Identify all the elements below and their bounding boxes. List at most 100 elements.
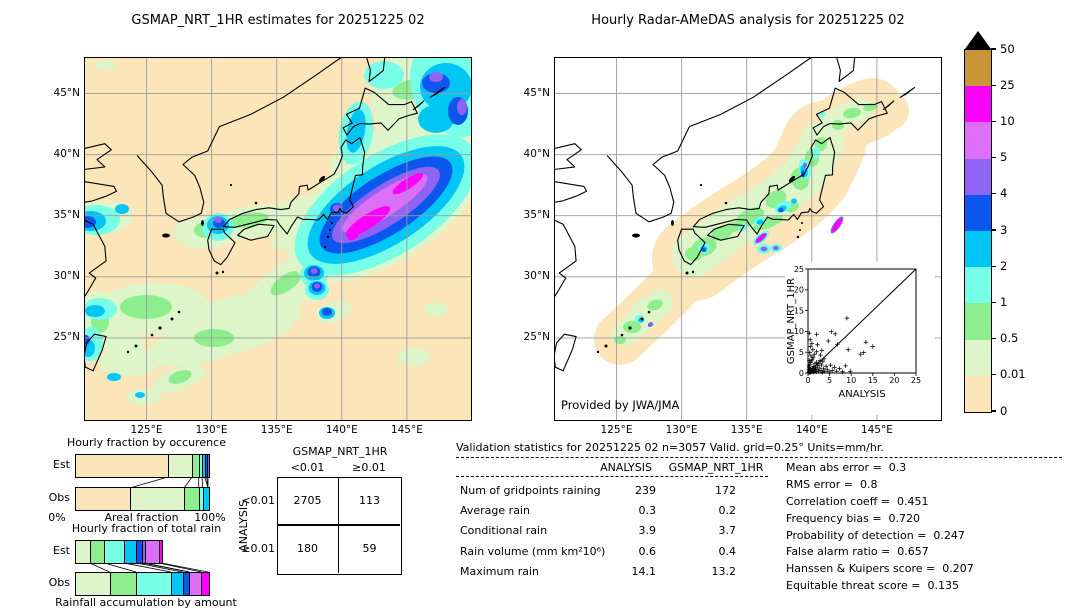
- colorbar-bands: [964, 49, 992, 413]
- cell-hits: 59: [362, 542, 377, 555]
- score-line: False alarm ratio = 0.657: [786, 545, 929, 559]
- lat-tick-label: 40°N: [523, 147, 550, 160]
- bar-segment-bin-5: [190, 573, 203, 595]
- lon-tick-label: 135°E: [260, 424, 293, 436]
- scatter-point: [817, 365, 822, 371]
- right-map-title: Hourly Radar-AMeDAS analysis for 2025122…: [591, 13, 905, 28]
- bar-segment-bin-10: [202, 573, 209, 595]
- stat-label: Num of gridpoints raining: [460, 483, 601, 497]
- bar-segment-bin-0.5: [110, 573, 138, 595]
- lat-tick-label: 35°N: [53, 208, 80, 221]
- stat-row: Rain volume (mm km²10⁶) 0.6 0.4: [460, 541, 760, 561]
- coastlines: [554, 57, 916, 372]
- lon-tick-label: 130°E: [665, 424, 698, 436]
- colorbar-tick-label: 25: [1000, 77, 1015, 92]
- inset-ytick-label: 20: [794, 286, 804, 295]
- score-line: RMS error = 0.8: [786, 477, 878, 491]
- scatter-point: [822, 369, 827, 374]
- stat-label: Conditional rain: [460, 524, 548, 538]
- stat-value-analysis: 3.9: [638, 524, 657, 538]
- bar-segment-bin-0.01: [76, 541, 91, 563]
- inset-scatter-plot: 00 5 5 10 10 15 15 20 20 25 25 ANALYSIS GSMAP_NRT_…: [785, 262, 935, 415]
- colorbar-band: [965, 230, 991, 268]
- scatter-point: [846, 347, 851, 352]
- bar-segment-bin-10: [159, 541, 163, 563]
- rain-rate-colorbar: 50 25 10 5 4 3 2 1 0.5 0.01 0: [962, 31, 1078, 418]
- score-line: Correlation coeff = 0.451: [786, 494, 929, 508]
- validation-scores: Mean abs error = 0.3 RMS error = 0.8 Corre…: [786, 461, 1066, 596]
- bar-segment-bin-3: [137, 541, 144, 563]
- colorbar-band: [965, 158, 991, 195]
- colorbar-band: [965, 339, 991, 376]
- est-stacked-bar: [75, 454, 210, 478]
- colorbar-tick-mark: [991, 338, 996, 340]
- small-islands: [126, 175, 333, 354]
- x-axis-label: Areal fraction: [104, 511, 179, 524]
- scatter-point: [809, 341, 815, 346]
- cell-correct-negatives: 2705: [293, 494, 322, 507]
- scatter-point: [833, 331, 838, 337]
- gsmap-map-svg: [84, 57, 472, 421]
- overflow-triangle-icon: [965, 31, 991, 49]
- gsmap-precipitation-map: [84, 57, 472, 421]
- lon-tick-label: 145°E: [860, 424, 893, 436]
- chart-caption: Rainfall accumulation by amount: [55, 596, 237, 609]
- scatter-point: [840, 369, 845, 374]
- bar-connector-lines: [89, 563, 209, 572]
- scatter-point: [870, 344, 875, 349]
- est-row-label: Est: [53, 458, 70, 471]
- bar-segment-bin-0: [76, 455, 170, 477]
- scatter-point: [828, 362, 833, 368]
- small-islands: [596, 175, 803, 354]
- coastlines: [84, 57, 446, 372]
- radar-map-svg: 00 5 5 10 10 15 15 20 20 25 25 ANALYSIS GSMAP_NRT_…: [554, 57, 942, 421]
- colorbar-tick-label: 50: [1000, 41, 1015, 56]
- col-label-lt: <0.01: [290, 461, 325, 474]
- stat-row: Num of gridpoints raining 239 172: [460, 480, 760, 500]
- lat-tick-label: 25°N: [523, 330, 550, 343]
- inset-ytick-label: 5: [799, 348, 804, 357]
- connector-line: [144, 563, 190, 572]
- x-axis-min: 0%: [48, 511, 66, 524]
- row-label-ge: ≥0.01: [241, 542, 275, 555]
- obs-row-label: Obs: [48, 576, 70, 589]
- stat-row: Average rain 0.3 0.2: [460, 500, 760, 520]
- scatter-point: [815, 342, 820, 347]
- scatter-point: [823, 364, 829, 369]
- stat-value-gsmap: 0.2: [718, 504, 737, 518]
- inset-ylabel: GSMAP_NRT_1HR: [786, 278, 797, 364]
- scatter-point: [818, 352, 823, 358]
- colorbar-tick-mark: [991, 301, 996, 303]
- colorbar-tick-label: 2: [1000, 258, 1008, 273]
- scatter-point: [819, 348, 824, 353]
- stat-value-gsmap: 0.4: [718, 544, 737, 558]
- validation-rows: Num of gridpoints raining 239 172 Average r…: [460, 480, 760, 582]
- stat-value-gsmap: 3.7: [718, 524, 737, 538]
- scatter-point: [807, 330, 812, 336]
- colorbar-band: [965, 303, 991, 340]
- bar-segment-bin-2: [203, 488, 209, 510]
- x-axis-max: 100%: [194, 511, 226, 524]
- inset-axis-ticks: 00 5 5 10 10 15 15 20 20 25 25: [794, 265, 921, 385]
- score-line: Equitable threat score = 0.135: [786, 579, 959, 593]
- colorbar-band: [965, 267, 991, 304]
- lon-tick-label: 140°E: [325, 424, 358, 436]
- one-to-one-line: [807, 268, 917, 374]
- bar-segment-bin-3: [183, 573, 191, 595]
- lon-tick-label: 135°E: [730, 424, 763, 436]
- inset-xlabel: ANALYSIS: [838, 389, 885, 400]
- validation-statistics: Validation statistics for 20251225 02 n=…: [456, 441, 1076, 611]
- colorbar-tick-label: 5: [1000, 150, 1008, 165]
- colorbar-tick-mark: [991, 410, 996, 412]
- bar-connector-lines: [129, 477, 209, 488]
- scatter-point: [834, 369, 839, 374]
- colorbar-band: [965, 194, 991, 231]
- colorbar-tick-mark: [991, 157, 996, 159]
- column-group-title: GSMAP_NRT_1HR: [292, 445, 388, 458]
- stat-label: Average rain: [460, 504, 530, 518]
- colorbar-tick-mark: [991, 374, 996, 376]
- scatter-point: [816, 369, 821, 374]
- validation-header: Validation statistics for 20251225 02 n=…: [456, 441, 884, 454]
- scatter-point: [811, 364, 816, 369]
- scatter-point: [816, 361, 821, 366]
